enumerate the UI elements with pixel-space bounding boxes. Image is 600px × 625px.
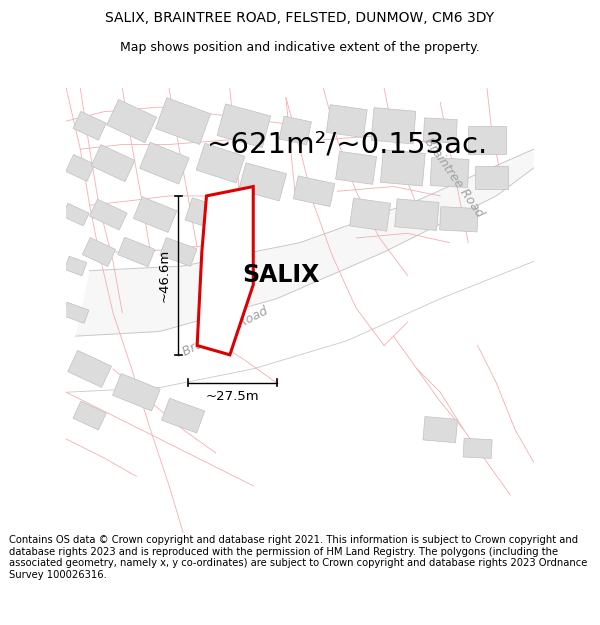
Polygon shape	[395, 199, 439, 231]
Polygon shape	[118, 238, 155, 267]
Text: ~27.5m: ~27.5m	[205, 391, 259, 403]
Polygon shape	[423, 417, 458, 442]
Polygon shape	[64, 256, 87, 276]
Polygon shape	[82, 238, 116, 266]
Polygon shape	[62, 302, 89, 323]
Polygon shape	[335, 151, 377, 184]
Polygon shape	[66, 154, 95, 181]
Text: SALIX: SALIX	[242, 263, 320, 288]
Polygon shape	[475, 166, 508, 189]
Polygon shape	[239, 163, 287, 201]
Polygon shape	[430, 158, 469, 188]
Polygon shape	[91, 144, 135, 182]
Polygon shape	[197, 186, 253, 355]
Polygon shape	[293, 176, 335, 206]
Polygon shape	[89, 199, 127, 230]
Polygon shape	[140, 142, 189, 184]
Polygon shape	[423, 118, 457, 143]
Polygon shape	[196, 143, 245, 183]
Polygon shape	[160, 238, 197, 266]
Polygon shape	[112, 374, 160, 411]
Polygon shape	[155, 98, 211, 144]
Polygon shape	[185, 198, 228, 231]
Text: Map shows position and indicative extent of the property.: Map shows position and indicative extent…	[120, 41, 480, 54]
Polygon shape	[161, 398, 205, 433]
Polygon shape	[350, 198, 391, 231]
Polygon shape	[73, 401, 106, 430]
Text: Contains OS data © Crown copyright and database right 2021. This information is : Contains OS data © Crown copyright and d…	[9, 535, 587, 580]
Text: Braintree Road: Braintree Road	[422, 135, 487, 219]
Polygon shape	[371, 107, 416, 144]
Polygon shape	[62, 203, 89, 226]
Polygon shape	[133, 197, 177, 232]
Polygon shape	[68, 351, 112, 388]
Polygon shape	[380, 150, 425, 186]
Polygon shape	[463, 438, 492, 458]
Polygon shape	[469, 126, 506, 154]
Polygon shape	[440, 207, 478, 232]
Polygon shape	[326, 104, 367, 138]
Polygon shape	[107, 99, 157, 142]
Polygon shape	[217, 104, 271, 148]
Text: ~46.6m: ~46.6m	[158, 249, 171, 302]
Polygon shape	[279, 116, 311, 145]
Polygon shape	[76, 149, 534, 336]
Text: SALIX, BRAINTREE ROAD, FELSTED, DUNMOW, CM6 3DY: SALIX, BRAINTREE ROAD, FELSTED, DUNMOW, …	[106, 11, 494, 26]
Text: ~621m²/~0.153ac.: ~621m²/~0.153ac.	[206, 131, 488, 159]
Polygon shape	[73, 111, 106, 140]
Text: Braintree Road: Braintree Road	[181, 304, 270, 359]
